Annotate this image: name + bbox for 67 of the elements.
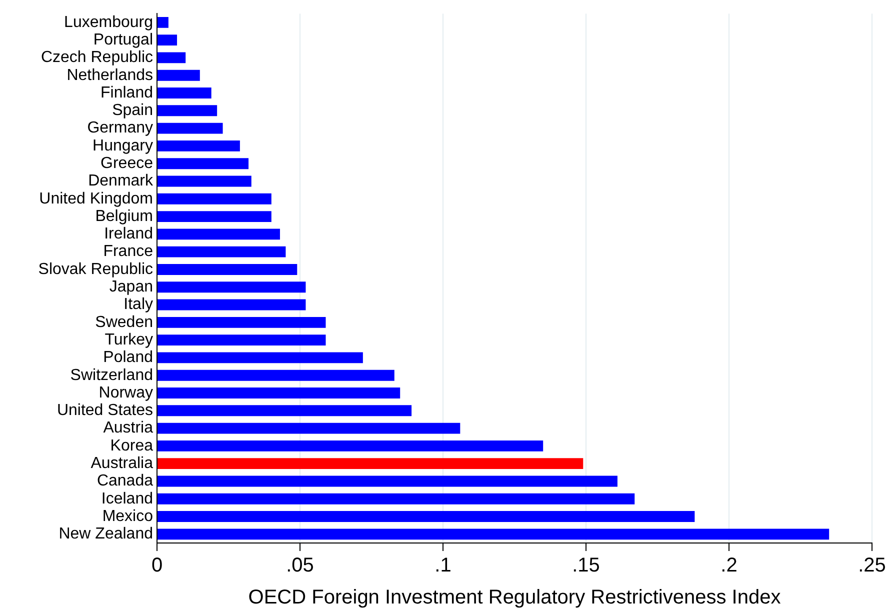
y-tick-label: France [103,243,154,260]
y-tick-label: Mexico [102,508,154,525]
y-tick-label: Germany [87,120,153,137]
y-tick-label: Czech Republic [40,49,153,66]
y-tick-label: Switzerland [70,366,153,384]
y-tick-label: Ireland [104,226,153,243]
y-tick-label: United States [56,402,153,420]
bar [158,405,412,416]
y-tick-label: United Kingdom [39,190,153,208]
y-tick-label: Japan [109,278,153,296]
bar [158,105,218,116]
bar [158,176,252,187]
bar [158,140,240,152]
x-axis-title: OECD Foreign Investment Regulatory Restrictiveness Index [248,586,781,609]
bar [158,70,200,81]
y-tick-label: Belgium [95,208,153,225]
bar [158,422,460,434]
y-tick-label: Italy [124,296,153,314]
y-tick-label: Portugal [93,31,153,48]
bar [158,334,326,346]
y-tick-label: New Zealand [58,526,153,543]
y-tick-label: Canada [96,472,154,490]
y-tick-label: Sweden [95,314,153,331]
y-tick-label: Hungary [92,137,153,154]
y-tick-label: Iceland [101,490,153,508]
bar [158,122,223,134]
bar [158,458,584,470]
x-tick-label: .05 [286,554,314,577]
x-tick-label: .2 [720,554,738,577]
bar [158,228,280,240]
y-tick-label: Luxembourg [64,14,153,31]
bar [158,282,306,293]
y-tick-label: Australia [90,454,154,472]
bar [158,88,212,98]
bar [158,388,400,398]
y-tick-label: Spain [112,102,153,120]
bar [158,246,286,258]
y-tick-label: Poland [103,349,153,366]
bar [158,193,272,204]
y-tick-label: Turkey [104,331,153,348]
y-tick-label: Slovak Republic [38,260,153,278]
bar [158,211,272,222]
y-tick-label: Netherlands [66,66,153,84]
y-tick-label: Finland [100,84,153,102]
x-tick-label: .15 [572,554,600,577]
bar [158,440,544,452]
y-tick-label: Norway [98,384,153,402]
bar [158,352,363,364]
x-tick-label: .1 [434,554,452,577]
x-tick-label: .25 [858,554,886,577]
bar [158,370,394,381]
bar [158,493,635,504]
bar [158,52,186,64]
bar [158,528,830,540]
y-tick-label: Austria [103,420,154,437]
x-tick-label: 0 [151,554,163,577]
bar [158,158,249,170]
y-tick-label: Denmark [88,172,154,190]
y-tick-label: Korea [110,437,154,454]
y-tick-label: Greece [100,155,154,172]
bar [158,299,306,310]
bar [158,476,618,487]
bar [158,16,168,28]
bar [158,264,298,275]
bar [158,511,695,522]
bar [158,316,326,328]
bar [158,34,178,46]
